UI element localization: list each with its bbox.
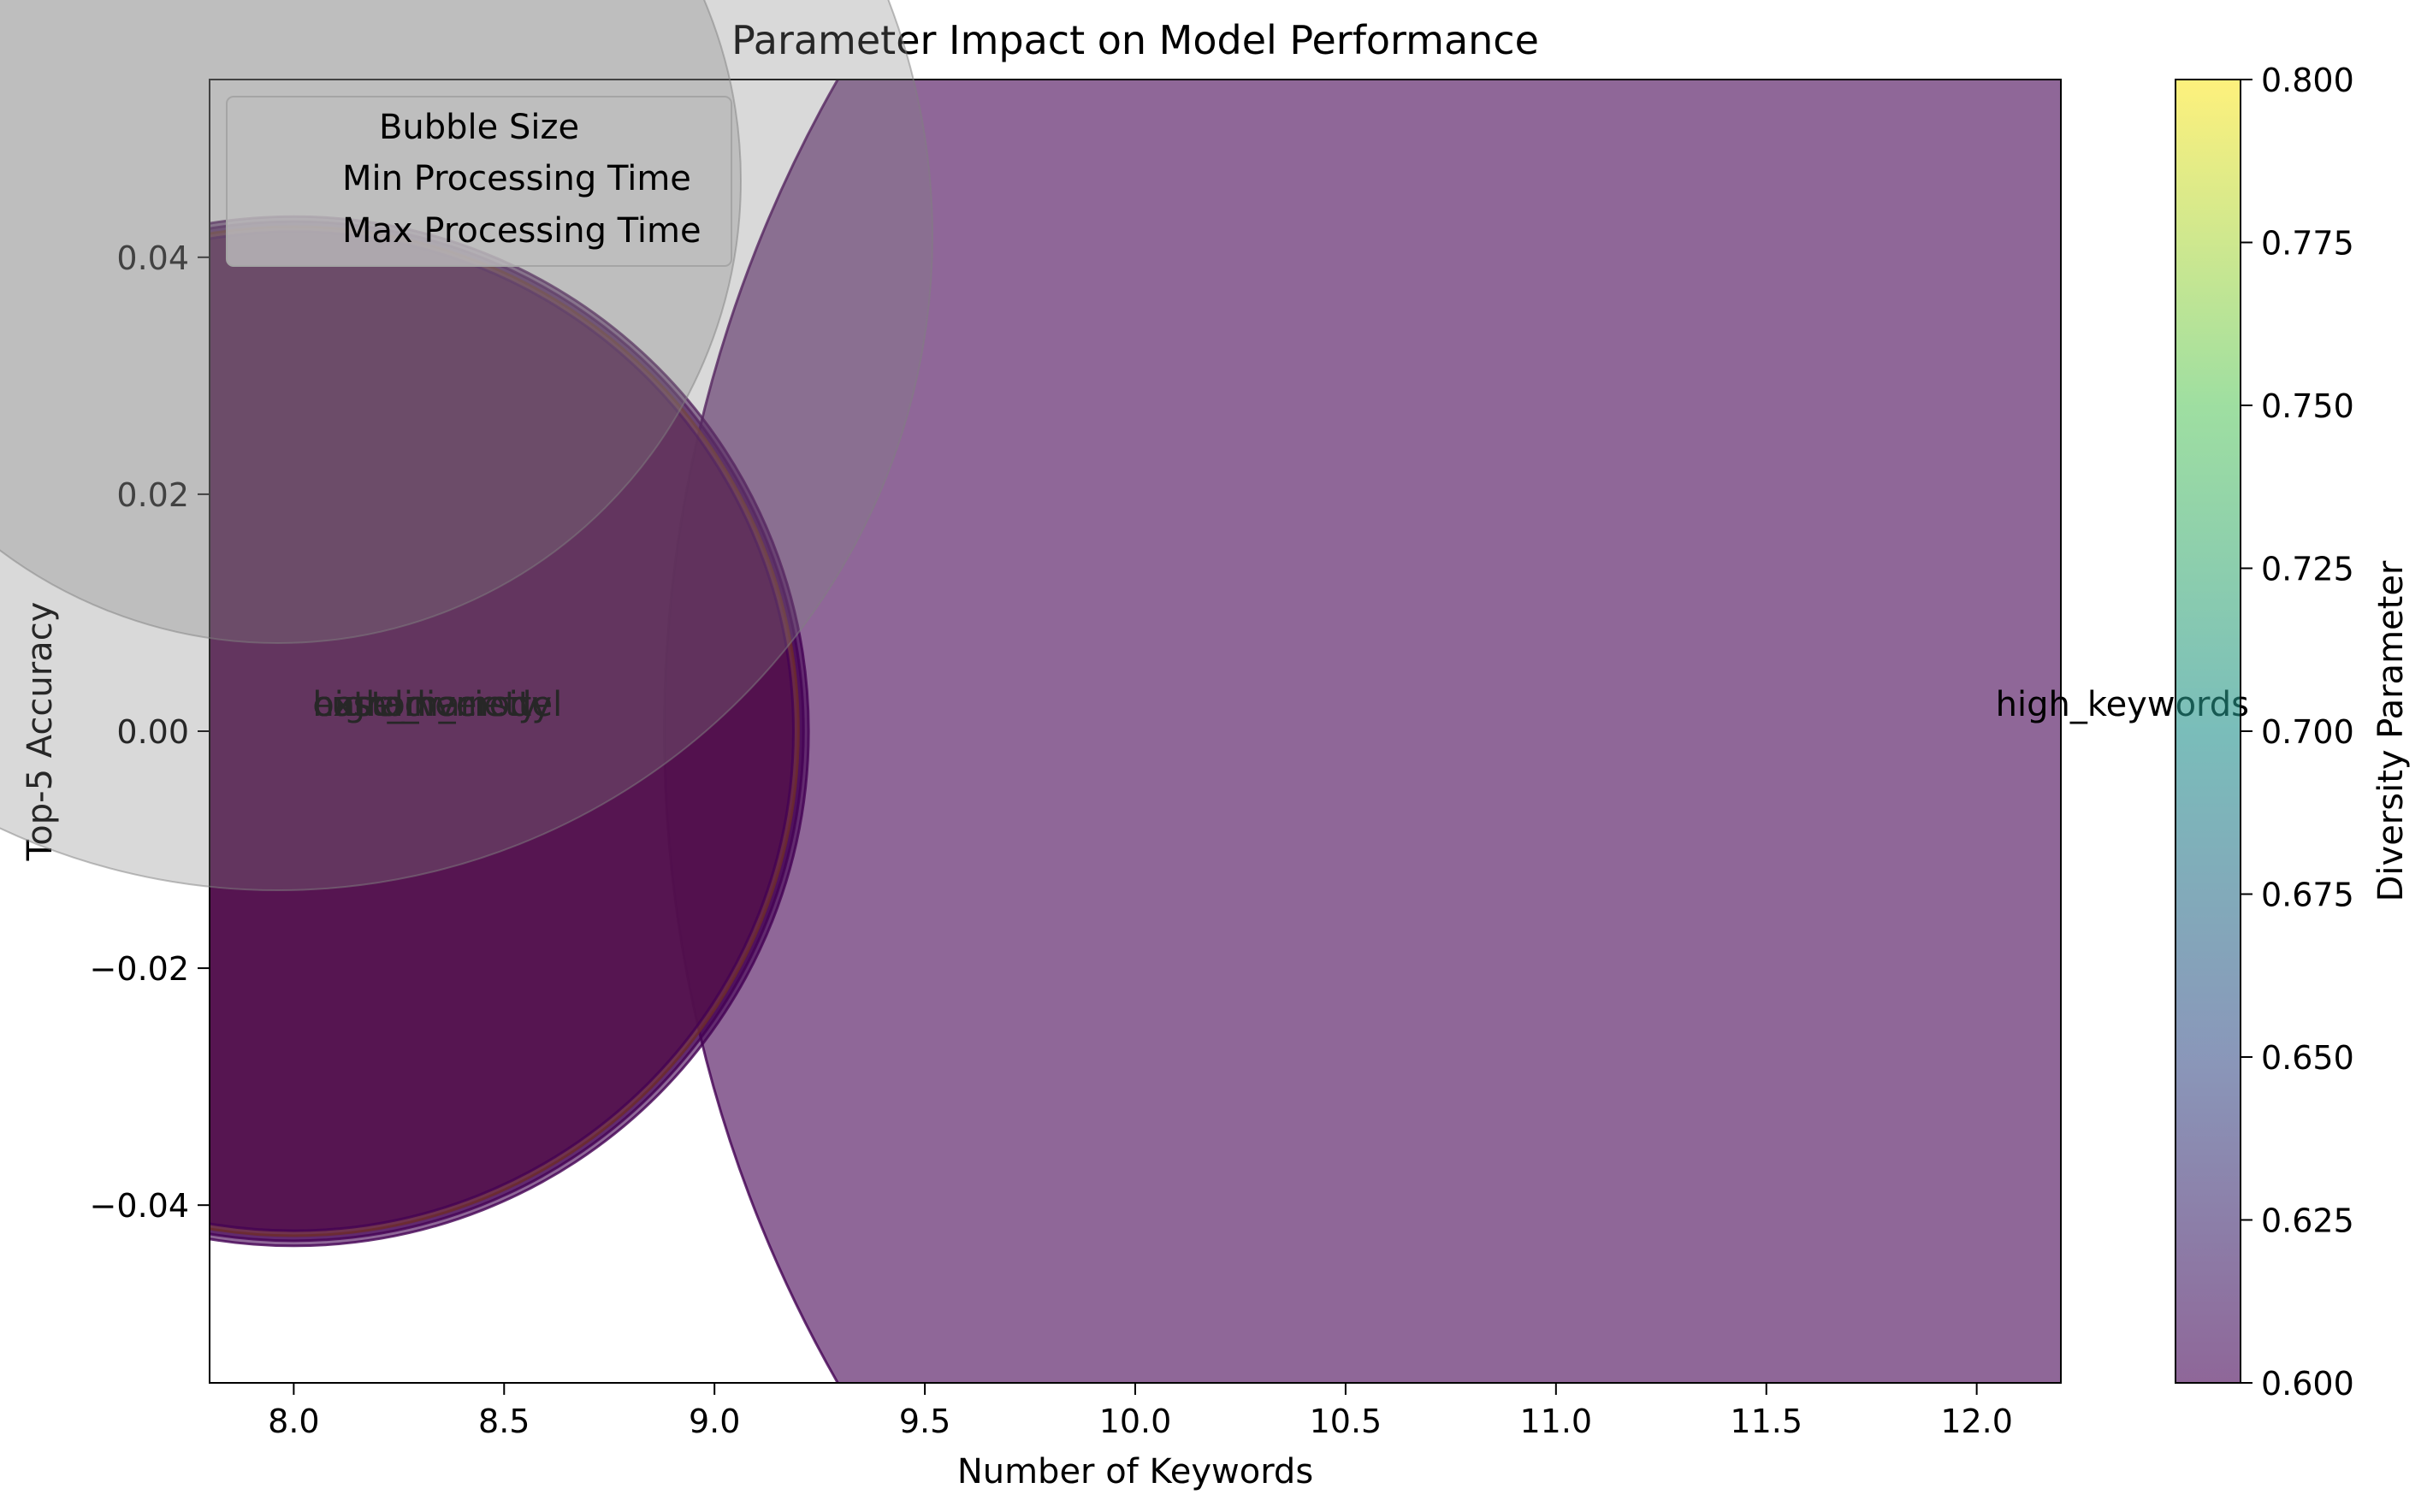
point-label-custom-model: custom_model	[312, 685, 562, 724]
x-tick-label-9-0: 9.0	[689, 1403, 740, 1440]
colorbar-ticks: 0.600 0.625 0.650 0.675 0.700 0.725 0.750 0.775…	[2241, 62, 2354, 1403]
legend-entry-max: Max Processing Time	[342, 211, 701, 251]
y-tick-label--0-02: −0.02	[90, 950, 189, 988]
chart-title: Parameter Impact on Model Performance	[731, 17, 1539, 63]
colorbar-tick-label-0-775: 0.775	[2261, 225, 2354, 263]
colorbar-tick-label-0-650: 0.650	[2261, 1039, 2354, 1077]
x-tick-label-8-0: 8.0	[268, 1403, 319, 1440]
x-axis-label: Number of Keywords	[957, 1452, 1313, 1491]
legend-title: Bubble Size	[379, 108, 579, 147]
point-label-extra-variety: extra_variety	[312, 685, 538, 724]
x-tick-label-11-5: 11.5	[1730, 1403, 1803, 1440]
legend-marker-max-processing-time	[0, 0, 933, 891]
colorbar-tick-label-0-625: 0.625	[2261, 1202, 2354, 1240]
y-tick-label-0-00: 0.00	[116, 713, 189, 751]
colorbar-tick-label-0-725: 0.725	[2261, 551, 2354, 588]
x-tick-label-9-5: 9.5	[899, 1403, 950, 1440]
x-tick-label-10-0: 10.0	[1099, 1403, 1172, 1440]
point-label-baseline: baseline	[312, 685, 456, 724]
colorbar: 0.600 0.625 0.650 0.675 0.700 0.725 0.750 0.775…	[2175, 62, 2411, 1403]
legend: Bubble Size Min Processing Time Max Proc…	[0, 0, 933, 891]
y-tick-label--0-04: −0.04	[90, 1187, 189, 1225]
y-tick-label-0-02: 0.02	[116, 476, 189, 514]
y-tick-label-0-04: 0.04	[116, 239, 189, 277]
colorbar-gradient	[2175, 80, 2241, 1383]
colorbar-tick-label-0-675: 0.675	[2261, 877, 2354, 914]
colorbar-label: Diversity Parameter	[2371, 560, 2411, 901]
legend-box	[226, 96, 732, 267]
colorbar-tick-label-0-700: 0.700	[2261, 713, 2354, 751]
x-tick-label-11-0: 11.0	[1520, 1403, 1593, 1440]
y-axis-ticks: −0.04 −0.02 0.00 0.02 0.04	[90, 239, 210, 1225]
x-axis-ticks: 8.0 8.5 9.0 9.5 10.0 10.5 11.0 11.5 12.0	[268, 1383, 2013, 1440]
colorbar-tick-label-0-750: 0.750	[2261, 387, 2354, 425]
colorbar-tick-label-0-600: 0.600	[2261, 1365, 2354, 1403]
legend-marker-min-processing-time	[0, 0, 742, 644]
x-tick-label-10-5: 10.5	[1310, 1403, 1382, 1440]
legend-entry-min: Min Processing Time	[342, 159, 691, 198]
x-tick-label-12-0: 12.0	[1940, 1403, 2013, 1440]
y-axis-label: Top-5 Accuracy	[21, 602, 60, 862]
x-tick-label-8-5: 8.5	[478, 1403, 530, 1440]
point-label-high-diversity: high_diversity	[312, 685, 552, 724]
colorbar-tick-label-0-800: 0.800	[2261, 62, 2354, 99]
